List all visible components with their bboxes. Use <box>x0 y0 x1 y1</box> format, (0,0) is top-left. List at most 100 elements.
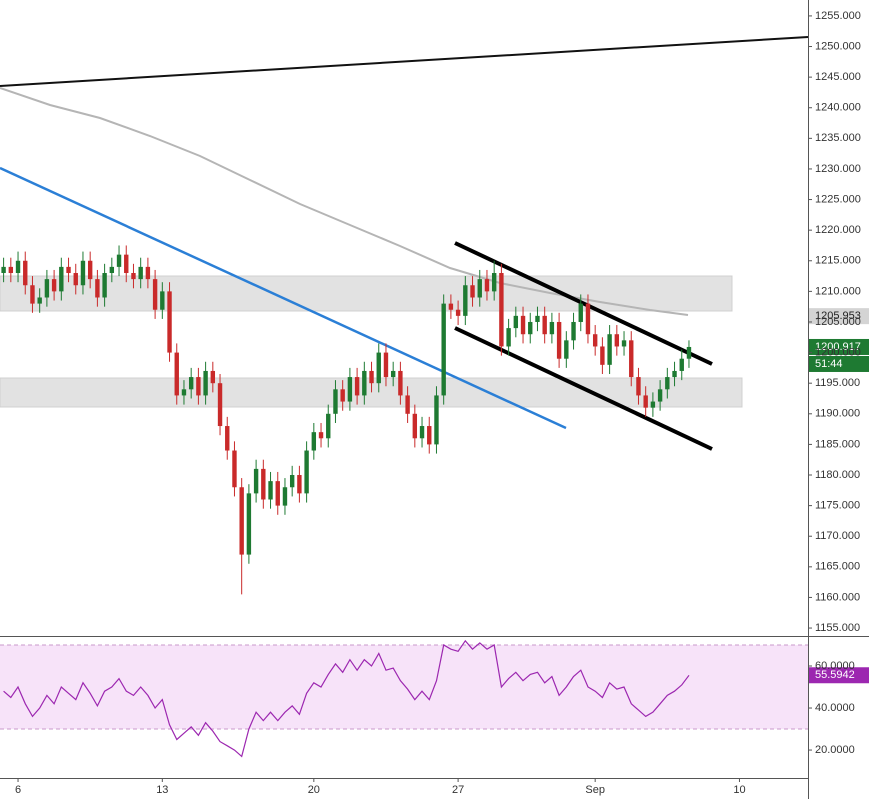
candle-body <box>506 328 511 347</box>
candle-body <box>253 468 259 494</box>
candle-body <box>621 340 627 347</box>
candle-body <box>592 334 598 347</box>
candle-body <box>499 273 504 347</box>
candle-body <box>643 395 648 408</box>
x-tick-label: 6 <box>15 784 21 796</box>
candle-body <box>354 377 360 396</box>
trendline <box>0 166 567 430</box>
candle-body <box>297 475 302 494</box>
y-tick-label: 1160.000 <box>815 591 860 603</box>
candle-body <box>427 426 432 445</box>
candle-body <box>44 279 50 298</box>
candle-body <box>203 370 208 396</box>
candle-body <box>398 370 403 396</box>
candle-body <box>369 370 374 384</box>
x-tick-label: 20 <box>308 784 320 796</box>
ma-label: 1205.953 <box>815 310 861 322</box>
candle-body <box>441 303 446 396</box>
candle-body <box>109 266 115 274</box>
candle-body <box>37 297 42 304</box>
candle-body <box>102 273 107 298</box>
channel-line <box>454 326 713 451</box>
candle-body <box>520 315 526 335</box>
rsi-label-box <box>809 667 869 684</box>
y-tick-label: 1245.000 <box>815 71 861 83</box>
candle-body <box>239 487 244 555</box>
candle-body <box>87 260 93 280</box>
candle-body <box>571 321 576 341</box>
candle-body <box>614 334 620 347</box>
candle-body <box>167 291 172 353</box>
candle-body <box>362 370 367 396</box>
candle-body <box>59 266 64 292</box>
candle-body <box>73 273 78 286</box>
y-tick-label: 1220.000 <box>815 224 861 236</box>
x-tick-label: 10 <box>733 784 745 796</box>
candle-body <box>535 315 540 322</box>
candle-body <box>246 493 252 555</box>
candle-body <box>8 266 14 274</box>
y-tick-label: 1170.000 <box>815 530 860 542</box>
y-tick-label: 1175.000 <box>815 500 860 512</box>
candle-body <box>340 389 345 402</box>
candle-body <box>23 260 28 286</box>
candle-body <box>686 346 692 359</box>
y-tick-label: 60.0000 <box>815 660 855 672</box>
candle-body <box>304 450 309 494</box>
candle-body <box>261 468 266 500</box>
candle-body <box>629 340 634 378</box>
candle-body <box>636 377 641 396</box>
candle-body <box>333 389 338 414</box>
candle-body <box>30 285 35 304</box>
candle-body <box>585 303 591 335</box>
ma-label-box <box>809 308 869 325</box>
channel-line <box>454 241 713 366</box>
rsi-band <box>0 644 808 730</box>
candle-body <box>477 279 482 298</box>
candle-body <box>564 340 569 359</box>
last-price: 1200.917 <box>815 341 861 353</box>
candle-body <box>80 260 86 286</box>
y-tick-label: 1205.000 <box>815 316 861 328</box>
y-tick-label: 1190.000 <box>815 408 860 420</box>
candle-body <box>434 395 439 445</box>
candle-body <box>181 389 187 396</box>
y-tick-label: 1250.000 <box>815 40 861 52</box>
y-tick-label: 1155.000 <box>815 622 860 634</box>
candle-body <box>390 370 396 378</box>
candle-body <box>607 334 612 365</box>
y-tick-label: 1185.000 <box>815 438 860 450</box>
candle-body <box>650 401 656 408</box>
candle-body <box>188 377 194 390</box>
candle-body <box>268 481 273 500</box>
candle-body <box>491 273 497 292</box>
x-tick-label: 27 <box>452 784 464 796</box>
candle-body <box>513 315 519 329</box>
candle-body <box>556 321 562 359</box>
candle-body <box>225 426 230 451</box>
overlay: 1205.953 1200.917 51:44 55.5942 <box>809 308 869 684</box>
y-tick-label: 1235.000 <box>815 132 861 144</box>
y-tick-label: 1180.000 <box>815 469 860 481</box>
candle-body <box>210 370 216 384</box>
candle-body <box>412 413 418 439</box>
y-tick-label: 1240.000 <box>815 102 861 114</box>
last-price-box <box>809 338 869 355</box>
candle-body <box>152 279 158 310</box>
y-tick-label: 1200.000 <box>815 346 861 358</box>
y-tick-label: 40.0000 <box>815 702 855 714</box>
candle-body <box>383 352 389 378</box>
y-tick-label: 1255.000 <box>815 10 861 22</box>
candle-body <box>318 432 324 439</box>
rsi-line <box>3 639 690 758</box>
candle-body <box>419 426 425 439</box>
candle-body <box>275 481 280 506</box>
candle-body <box>174 352 179 396</box>
candle-body <box>448 303 454 310</box>
candle-body <box>542 315 547 335</box>
candle-body <box>549 321 555 335</box>
zones <box>0 275 743 408</box>
candle-body <box>95 279 100 298</box>
candle-body <box>672 370 677 378</box>
moving-average <box>0 87 689 316</box>
